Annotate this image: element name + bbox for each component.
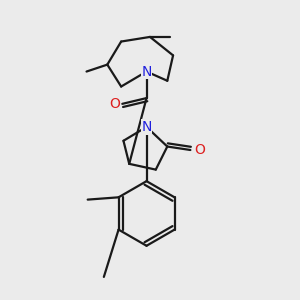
Text: N: N [141,64,152,79]
Text: N: N [141,120,152,134]
Text: O: O [109,97,120,111]
Text: O: O [194,143,205,157]
